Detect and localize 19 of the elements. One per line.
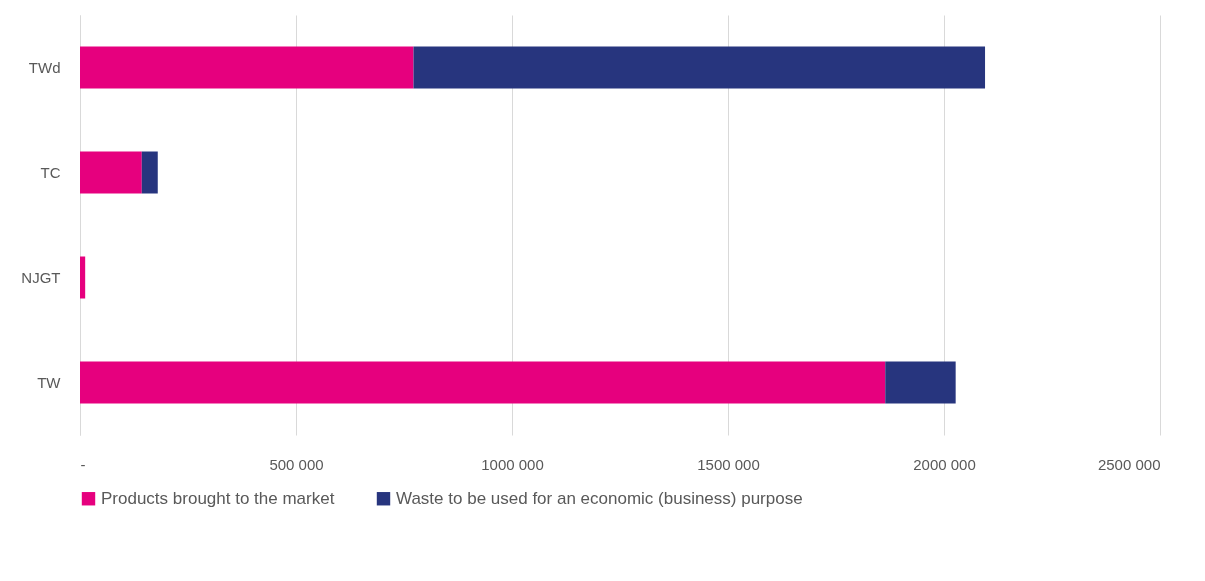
y-tick-label: TW <box>37 373 62 391</box>
x-tick-label: 1500 000 <box>697 455 760 473</box>
bar <box>80 256 86 299</box>
bar <box>80 361 886 404</box>
x-tick-label: 2000 000 <box>913 455 976 473</box>
y-tick-label: TC <box>40 163 61 181</box>
x-tick-label: 500 000 <box>269 455 324 473</box>
bar <box>80 151 142 194</box>
bar <box>80 46 414 89</box>
legend-label: Waste to be used for an economic (business) purpose <box>396 488 803 508</box>
bar <box>141 151 158 194</box>
bar <box>413 46 986 89</box>
legend-label: Products brought to the market <box>101 488 335 508</box>
bar <box>885 361 956 404</box>
x-tick-label: 1000 000 <box>481 455 544 473</box>
y-tick-label: TWd <box>28 58 61 76</box>
y-tick-label: NJGT <box>21 268 61 286</box>
x-tick-label: - <box>80 455 86 473</box>
x-tick-label: 2500 000 <box>1097 455 1161 473</box>
